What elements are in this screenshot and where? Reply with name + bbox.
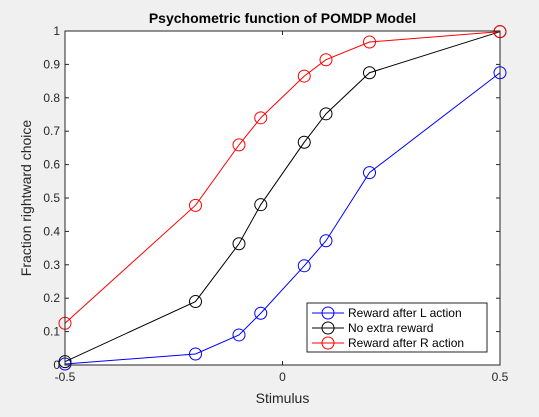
y-tick-label: 0.6 (43, 158, 60, 172)
y-tick-label: 0.2 (43, 291, 60, 305)
x-tick-label: -0.5 (55, 370, 76, 384)
y-tick-label: 0.7 (43, 124, 60, 138)
axes-layer: -0.5 0 0.500.10.20.30.40.50.60.70.80.91 (43, 24, 508, 384)
y-tick-label: 0.8 (43, 91, 60, 105)
data-point (319, 234, 333, 248)
data-point (232, 138, 246, 152)
data-point (363, 66, 376, 80)
x-tick-label: 0 (279, 370, 286, 384)
data-point (189, 347, 202, 361)
y-tick-label: 0.1 (43, 325, 60, 339)
series-line-2 (64, 31, 501, 324)
data-point (189, 198, 202, 212)
y-tick-label: 0.4 (43, 224, 60, 238)
y-tick-label: 0 (53, 358, 60, 372)
data-point (297, 69, 311, 83)
series-line-0 (64, 72, 501, 365)
data-point (232, 237, 246, 251)
legend-marker (321, 306, 335, 320)
data-point (363, 166, 376, 180)
data-point (319, 53, 333, 67)
series-0 (58, 66, 507, 371)
y-tick-label: 0.5 (43, 191, 60, 205)
series-line-1 (64, 31, 501, 363)
legend-marker (321, 321, 335, 335)
y-tick-label: 0.3 (43, 258, 60, 272)
data-point (254, 111, 268, 125)
legend-item: Reward after R action (312, 336, 464, 350)
data-point (189, 295, 202, 309)
legend-label: No extra reward (348, 321, 433, 335)
data-point (297, 259, 311, 273)
legend-marker (321, 336, 335, 350)
data-point (297, 135, 311, 149)
y-tick-label: 1 (53, 24, 60, 38)
y-tick-label: 0.9 (43, 57, 60, 71)
legend-label: Reward after R action (348, 336, 464, 350)
data-point (363, 35, 376, 49)
x-tick-label: 0.5 (492, 370, 509, 384)
legend-label: Reward after L action (348, 306, 462, 320)
legend-item: No extra reward (312, 321, 433, 335)
data-point (254, 306, 268, 320)
chart-title: Psychometric function of POMDP Model (149, 10, 416, 26)
y-axis-label: Fraction rightward choice (18, 120, 34, 277)
data-point (232, 328, 246, 342)
x-axis-label: Stimulus (256, 390, 310, 406)
data-point (254, 198, 268, 212)
data-point (319, 107, 333, 121)
legend-item: Reward after L action (312, 306, 462, 320)
